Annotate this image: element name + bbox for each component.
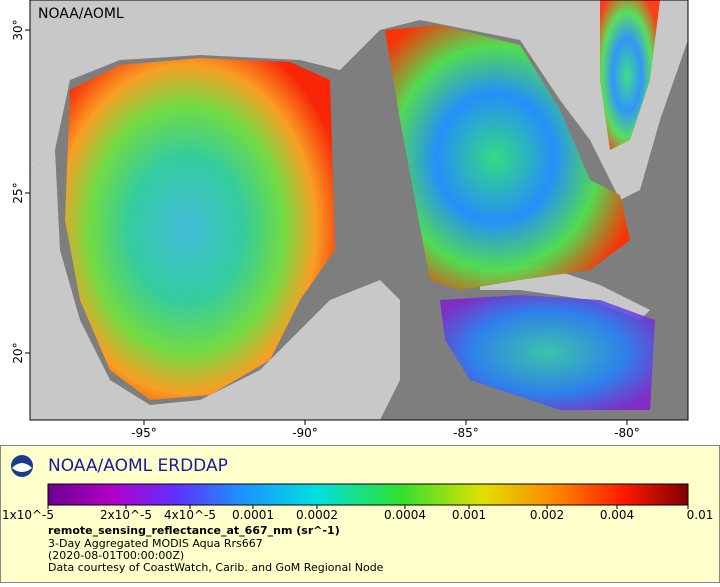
land [30, 0, 688, 200]
y-tick-label: 20° [11, 342, 25, 363]
colorbar-label: 2x10^-5 [100, 508, 152, 522]
watermark: NOAA/AOML [38, 6, 124, 22]
colorbar-label: 0.001 [452, 508, 486, 522]
colorbar-label: 1x10^-5 [2, 508, 54, 522]
data-field [600, 0, 660, 150]
colorbar-label: 0.01 [687, 508, 714, 522]
colorbar-label: 4x10^-5 [164, 508, 216, 522]
x-tick-label: -85° [453, 426, 479, 440]
y-tick-label: 30° [11, 19, 25, 40]
noaa-logo-wave [12, 463, 32, 472]
colorbar [47, 483, 689, 506]
colorbar-label: 0.0001 [232, 508, 274, 522]
map-frame [29, 0, 689, 421]
colorbar-label: 0.002 [530, 508, 564, 522]
map-area: NOAA/AOML [29, 0, 689, 421]
data-field [440, 295, 655, 410]
variable-name: remote_sensing_reflectance_at_667_nm (sr… [48, 524, 340, 537]
x-tick-label: -90° [292, 426, 318, 440]
data-field [385, 25, 630, 290]
colorbar-label: 0.004 [600, 508, 634, 522]
x-tick-label: -80° [614, 426, 640, 440]
legend-panel: NOAA/AOML ERDDAP remote_sensing_reflecta… [0, 445, 720, 583]
x-tick-label: -95° [131, 426, 157, 440]
info-line: (2020-08-01T00:00:00Z) [48, 549, 184, 562]
legend-bg [0, 445, 720, 583]
colorbar-label: 0.0002 [296, 508, 338, 522]
info-line: Data courtesy of CoastWatch, Carib. and … [48, 561, 384, 574]
info-line: 3-Day Aggregated MODIS Aqua Rrs667 [48, 537, 263, 550]
land [30, 150, 400, 420]
colorbar-label: 0.0004 [384, 508, 426, 522]
data-field [65, 58, 335, 400]
y-tick-label: 25° [11, 182, 25, 203]
legend-title: NOAA/AOML ERDDAP [48, 456, 228, 476]
